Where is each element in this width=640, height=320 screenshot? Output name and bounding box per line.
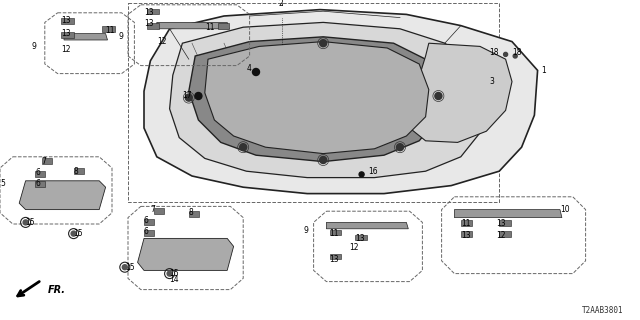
- Text: 16: 16: [368, 167, 378, 176]
- Circle shape: [71, 231, 76, 236]
- Polygon shape: [144, 219, 154, 225]
- Polygon shape: [35, 181, 45, 187]
- Text: 12: 12: [496, 231, 506, 240]
- Circle shape: [167, 271, 172, 276]
- Circle shape: [23, 220, 28, 225]
- Circle shape: [359, 172, 364, 177]
- Text: 11: 11: [205, 23, 214, 32]
- Text: 4: 4: [246, 64, 252, 73]
- Circle shape: [253, 68, 259, 76]
- Text: 6: 6: [144, 228, 149, 236]
- Text: 13: 13: [144, 8, 154, 17]
- Polygon shape: [154, 208, 164, 214]
- Polygon shape: [189, 37, 442, 162]
- Polygon shape: [157, 22, 229, 29]
- Text: 6: 6: [35, 168, 40, 177]
- Polygon shape: [144, 230, 154, 236]
- Polygon shape: [170, 22, 483, 178]
- Text: 13: 13: [144, 20, 154, 28]
- Text: 12: 12: [157, 37, 166, 46]
- Text: 10: 10: [560, 205, 570, 214]
- Text: 15: 15: [74, 229, 83, 238]
- Polygon shape: [330, 230, 341, 235]
- Polygon shape: [19, 181, 106, 210]
- Text: 15: 15: [26, 218, 35, 227]
- Circle shape: [240, 144, 246, 151]
- Circle shape: [504, 52, 508, 56]
- Text: 5: 5: [0, 180, 5, 188]
- Polygon shape: [147, 23, 159, 29]
- Text: T2AAB3801: T2AAB3801: [582, 306, 624, 315]
- Text: 13: 13: [61, 29, 70, 38]
- Text: 17: 17: [182, 92, 192, 100]
- Text: 7: 7: [150, 205, 156, 214]
- Circle shape: [320, 156, 326, 164]
- Text: 18: 18: [490, 48, 499, 57]
- Text: 2: 2: [278, 0, 283, 8]
- Text: 18: 18: [512, 48, 522, 57]
- Text: 9: 9: [304, 226, 309, 235]
- Polygon shape: [42, 158, 52, 164]
- Text: 1: 1: [541, 66, 545, 75]
- Polygon shape: [189, 211, 199, 217]
- Circle shape: [513, 54, 517, 58]
- Polygon shape: [61, 32, 74, 38]
- Polygon shape: [461, 220, 472, 226]
- Polygon shape: [499, 231, 511, 237]
- Polygon shape: [205, 42, 429, 154]
- Text: 14: 14: [170, 276, 179, 284]
- Text: 12: 12: [61, 45, 70, 54]
- Circle shape: [122, 265, 127, 270]
- Polygon shape: [499, 220, 511, 226]
- Circle shape: [435, 92, 442, 100]
- Polygon shape: [454, 210, 562, 218]
- Text: 13: 13: [496, 220, 506, 228]
- Polygon shape: [64, 34, 108, 40]
- Text: 9: 9: [32, 42, 37, 51]
- Polygon shape: [326, 222, 408, 229]
- Text: 12: 12: [349, 244, 358, 252]
- Polygon shape: [218, 23, 229, 29]
- Text: 15: 15: [170, 269, 179, 278]
- Polygon shape: [461, 231, 472, 237]
- Text: 6: 6: [144, 216, 149, 225]
- Text: 9: 9: [118, 32, 124, 41]
- Text: 15: 15: [125, 263, 134, 272]
- Polygon shape: [35, 171, 45, 177]
- Text: 7: 7: [42, 157, 47, 166]
- Polygon shape: [410, 43, 512, 142]
- Text: 13: 13: [330, 255, 339, 264]
- Circle shape: [186, 94, 192, 101]
- Text: 6: 6: [35, 180, 40, 188]
- Text: 8: 8: [74, 167, 78, 176]
- Circle shape: [397, 144, 403, 151]
- Text: 3: 3: [490, 77, 495, 86]
- Text: 8: 8: [189, 208, 193, 217]
- Polygon shape: [144, 10, 538, 194]
- Text: 13: 13: [61, 16, 70, 25]
- Polygon shape: [102, 26, 115, 32]
- Text: 13: 13: [461, 231, 470, 240]
- Text: 13: 13: [355, 234, 365, 243]
- Circle shape: [320, 40, 326, 47]
- Polygon shape: [74, 168, 84, 174]
- Text: 11: 11: [106, 26, 115, 35]
- Text: 11: 11: [461, 220, 470, 228]
- Polygon shape: [330, 254, 341, 259]
- Text: 11: 11: [330, 229, 339, 238]
- Polygon shape: [147, 9, 159, 14]
- Polygon shape: [61, 18, 74, 24]
- Polygon shape: [138, 238, 234, 270]
- Circle shape: [195, 92, 202, 100]
- Text: FR.: FR.: [48, 284, 66, 295]
- Polygon shape: [355, 235, 367, 240]
